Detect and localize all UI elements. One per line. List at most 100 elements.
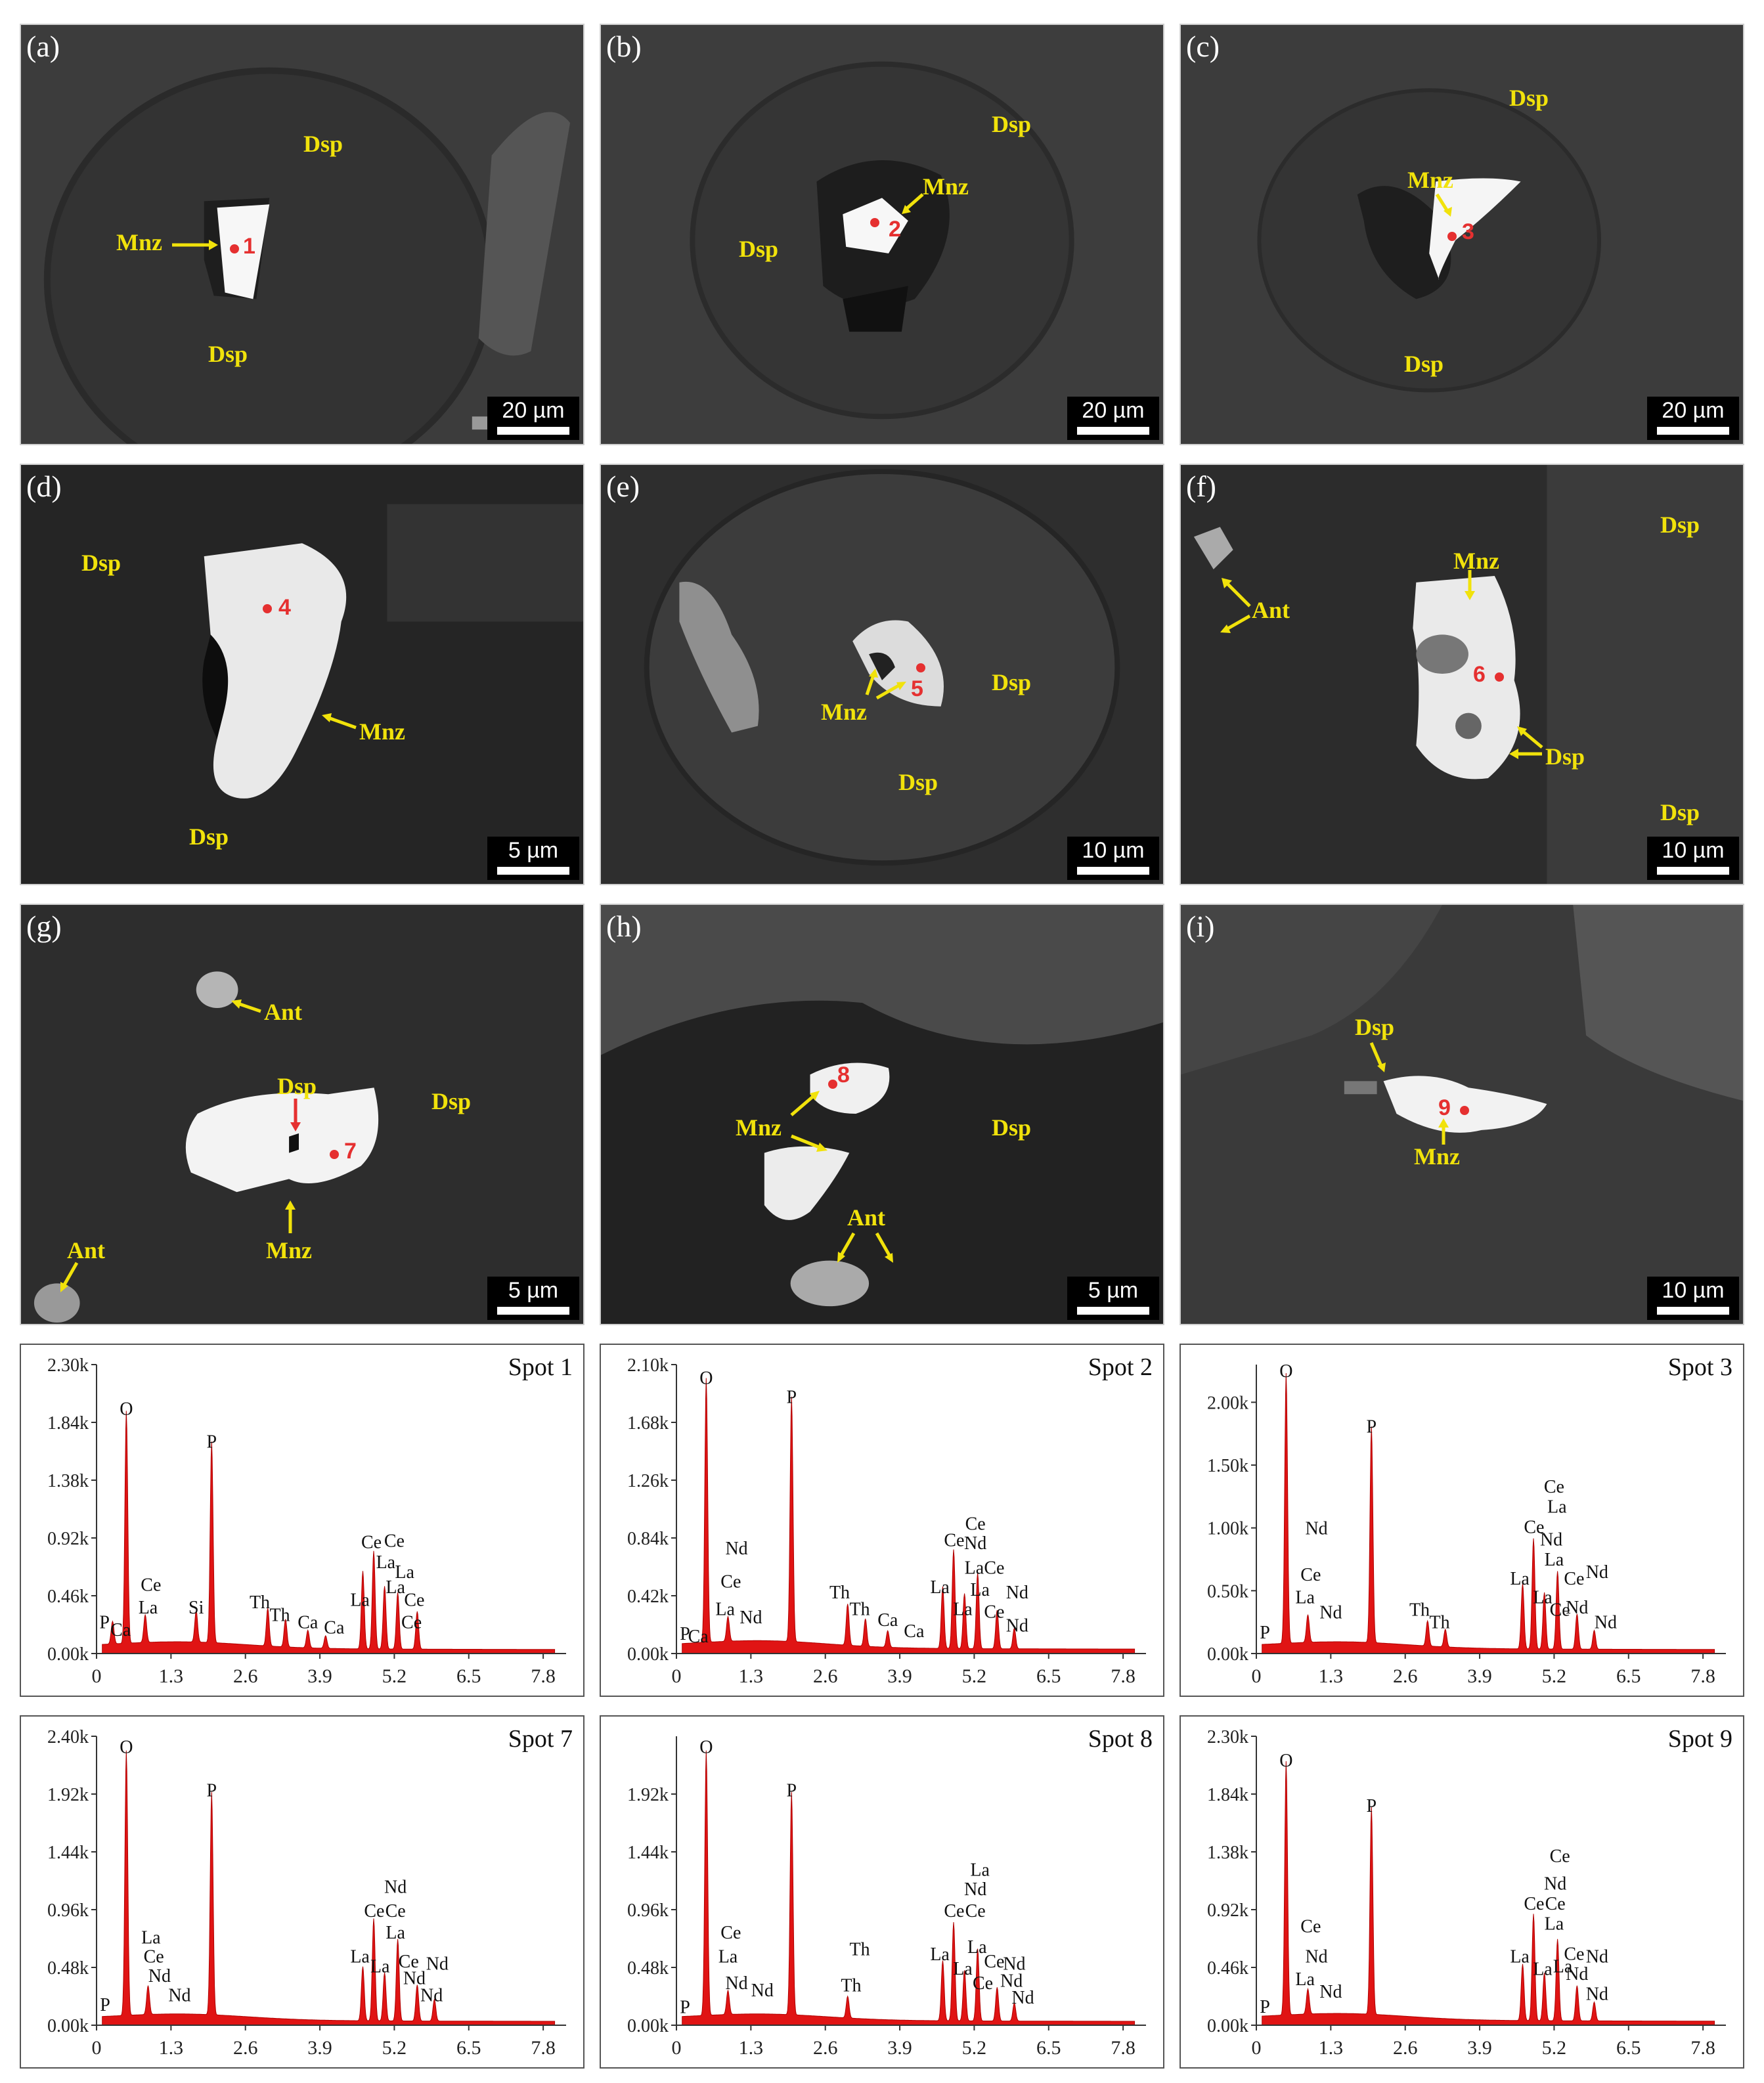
x-tick-label: 5.2	[962, 1665, 987, 1687]
peak-label: Ca	[110, 1620, 131, 1640]
x-tick-label: 2.6	[813, 2037, 838, 2059]
x-tick-label: 7.8	[1690, 1665, 1715, 1687]
peak-label: La	[139, 1598, 158, 1618]
mineral-label: Dsp	[992, 111, 1032, 137]
peak-label: Ce	[384, 1531, 405, 1551]
x-tick-label: 5.2	[1542, 2037, 1567, 2059]
peak-label: La	[1547, 1497, 1567, 1518]
peak-label: Ce	[141, 1575, 161, 1595]
y-tick-label: 0.48k	[47, 1958, 89, 1979]
spectrum-title: Spot 7	[508, 1725, 573, 1753]
y-tick-label: 0.00k	[1207, 2016, 1248, 2036]
x-tick-label: 6.5	[456, 1665, 481, 1687]
peak-label: Ce	[386, 1901, 406, 1921]
peak-label: Ce	[144, 1947, 164, 1967]
peak-label: Nd	[1566, 1964, 1588, 1984]
peak-label: Ce	[404, 1590, 424, 1610]
peak-label: Nd	[1540, 1529, 1562, 1550]
x-tick-label: 5.2	[962, 2037, 987, 2059]
spectrum-area	[1262, 1372, 1715, 1654]
mineral-label: Dsp	[81, 550, 121, 576]
analysis-spot-marker	[1495, 672, 1504, 682]
x-tick-label: 3.9	[307, 1665, 332, 1687]
y-tick-label: 0.00k	[47, 2016, 89, 2036]
peak-label: Ce	[364, 1901, 384, 1921]
peak-label: P	[680, 1998, 690, 2018]
y-tick-label: 0.96k	[627, 1900, 669, 1921]
peak-label: La	[376, 1552, 396, 1573]
peak-label: La	[953, 1599, 973, 1619]
peak-label: Th	[841, 1976, 861, 1996]
y-tick-label: 1.84k	[1207, 1785, 1248, 1805]
x-tick-label: 7.8	[531, 2037, 556, 2059]
spectrum-area	[102, 1411, 556, 1654]
y-tick-label: 0.92k	[47, 1529, 89, 1549]
peak-label: Th	[269, 1605, 290, 1625]
mineral-label: Dsp	[303, 131, 343, 157]
x-tick-label: 7.8	[531, 1665, 556, 1687]
y-tick-label: 1.44k	[627, 1843, 669, 1863]
peak-label: P	[206, 1781, 217, 1801]
mineral-label: Dsp	[1660, 799, 1700, 825]
panel-g-texture	[21, 905, 583, 1324]
peak-label: La	[1553, 1957, 1573, 1977]
y-tick-label: 2.10k	[627, 1355, 669, 1376]
x-tick-label: 1.3	[739, 1665, 764, 1687]
x-tick-label: 2.6	[1393, 1665, 1418, 1687]
peak-label: Th	[1409, 1600, 1430, 1621]
x-tick-label: 2.6	[813, 1665, 838, 1687]
peak-label: Ce	[1544, 1477, 1564, 1497]
x-tick-label: 3.9	[887, 1665, 912, 1687]
scale-bar: 20 µm	[1067, 397, 1159, 440]
peak-label: Nd	[1586, 1562, 1608, 1583]
x-tick-label: 0	[92, 2037, 102, 2059]
mineral-label: Mnz	[736, 1114, 782, 1141]
analysis-spot-marker	[1447, 232, 1457, 241]
panel-c-texture	[1181, 25, 1743, 444]
peak-label: La	[370, 1956, 390, 1977]
y-tick-label: 0.46k	[47, 1587, 89, 1607]
x-tick-label: 0	[1252, 1665, 1262, 1687]
scale-bar: 10 µm	[1647, 1277, 1739, 1320]
spectrum-area	[682, 1378, 1136, 1654]
y-tick-label: 0.46k	[1207, 1958, 1248, 1979]
scale-bar: 5 µm	[1067, 1277, 1159, 1320]
panel-e-texture	[601, 465, 1163, 884]
spot-number: 7	[344, 1139, 357, 1164]
spectrum-plot: 0 1.3 2.6 3.9 5.2 6.5 7.8 0.00k 0.48k 0.96k 1.44k 1…	[627, 1736, 1146, 2059]
panel-h-texture	[601, 905, 1163, 1324]
y-tick-label: 1.00k	[1207, 1519, 1248, 1539]
spot-number: 1	[243, 234, 255, 259]
scale-bar: 5 µm	[487, 1277, 579, 1320]
mineral-label: Ant	[67, 1237, 106, 1263]
peak-label: Ce	[1545, 1894, 1566, 1914]
peak-label: Ce	[1550, 1846, 1570, 1866]
mineral-label: Ant	[264, 999, 303, 1025]
eds-spectrum-spot-8: 0 1.3 2.6 3.9 5.2 6.5 7.8 0.00k 0.48k 0.96k 1.44k 1…	[600, 1715, 1164, 2069]
x-tick-label: 7.8	[1690, 2037, 1715, 2059]
y-tick-label: 0.42k	[627, 1587, 669, 1607]
peak-label: Th	[1429, 1613, 1449, 1633]
mineral-label: Dsp	[431, 1088, 472, 1114]
peak-label: P	[1366, 1796, 1377, 1816]
y-tick-label: 0.00k	[627, 2016, 669, 2036]
y-tick-label: 2.30k	[47, 1355, 89, 1376]
mineral-label: Dsp	[277, 1073, 317, 1099]
peak-label: Ce	[401, 1613, 422, 1633]
x-tick-label: 0	[672, 1665, 682, 1687]
x-tick-label: 6.5	[1036, 1665, 1061, 1687]
mineral-label: Dsp	[208, 341, 248, 367]
peak-label: Nd	[1006, 1583, 1028, 1603]
peak-label: Nd	[1586, 1984, 1608, 2005]
mineral-label: Dsp	[1355, 1014, 1395, 1040]
y-tick-label: 0.84k	[627, 1529, 669, 1549]
peak-label: Nd	[403, 1969, 426, 1989]
peak-label: Nd	[1003, 1954, 1025, 1975]
panel-label: (d)	[26, 470, 62, 503]
peak-label: P	[786, 1388, 797, 1408]
spectrum-plot: 0 1.3 2.6 3.9 5.2 6.5 7.8 0.00k 0.48k 0.96k 1.44k 1…	[47, 1727, 566, 2059]
spectrum-area	[682, 1750, 1136, 2026]
peak-label: Ce	[984, 1558, 1004, 1578]
peak-label: Ce	[965, 1514, 986, 1534]
peak-label: Nd	[1566, 1598, 1588, 1618]
